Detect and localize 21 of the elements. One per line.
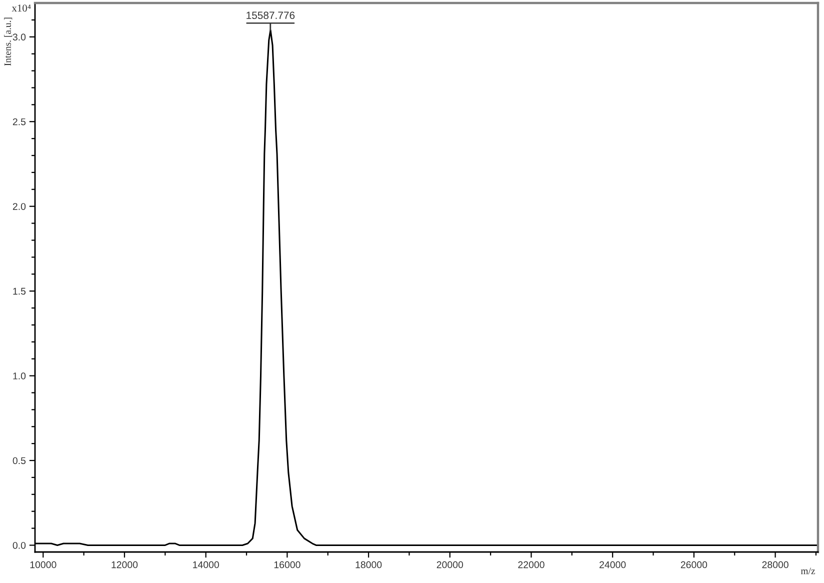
x-tick-label: 18000 (356, 561, 382, 568)
x-tick-label: 24000 (600, 561, 626, 568)
y-tick-label: 1.5 (13, 288, 26, 295)
y-tick-label: 2.0 (12, 203, 26, 210)
annotation: 15587.776 (246, 12, 295, 20)
y-tick-label: 3.0 (12, 34, 26, 41)
x-tick-label: 28000 (762, 561, 788, 568)
y-tick-label: 0.0 (12, 542, 26, 549)
x-axis-title: m/z (800, 568, 816, 574)
x-tick-label: 12000 (112, 561, 138, 568)
x-tick-label: 14000 (193, 561, 219, 568)
text: x10⁴ (12, 4, 31, 12)
y-tick-label: 1.0 (13, 372, 26, 380)
y-tick-label: 2.5 (12, 118, 26, 126)
x-tick-label: 10000 (30, 561, 56, 568)
y-tick-label: 0.5 (12, 457, 26, 464)
x-tick-label: 26000 (680, 561, 708, 568)
x-tick-label: 16000 (274, 561, 300, 568)
x-tick-label: 22000 (518, 561, 544, 568)
x-tick-label: 20000 (436, 561, 464, 568)
y-axis-title: Intens. [a.u.] (4, 18, 12, 66)
